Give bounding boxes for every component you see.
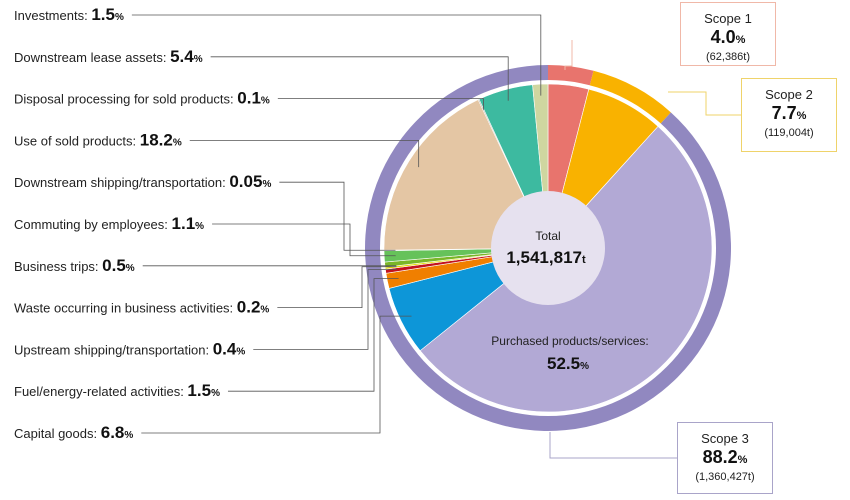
label-disposal-processing-for-sold-products: Disposal processing for sold products: 0… — [14, 89, 270, 108]
label-fuel-energy-related-activities: Fuel/energy-related activities: 1.5% — [14, 381, 220, 400]
leader-scope-1 — [564, 40, 573, 70]
scope1-value: 4.0% — [710, 27, 746, 47]
scope3-amount: (1,360,427t) — [695, 471, 755, 483]
leader-commuting-by-employees — [212, 223, 396, 257]
leader-upstream-shipping-transportation — [253, 269, 398, 350]
scope2-box: Scope 2 7.7% (119,004t) — [741, 78, 837, 152]
leader-use-of-sold-products — [189, 140, 420, 168]
label-commuting-by-employees: Commuting by employees: 1.1% — [14, 214, 204, 233]
center-total-circle — [491, 191, 605, 305]
leader-investments — [131, 14, 542, 96]
leader-scope-2 — [668, 91, 741, 116]
scope2-title: Scope 2 — [765, 87, 813, 102]
scope2-value: 7.7% — [771, 103, 807, 123]
leader-capital-goods — [141, 315, 412, 434]
label-investments: Investments: 1.5% — [14, 5, 124, 24]
leader-downstream-lease-assets — [210, 56, 509, 101]
purchased-label: Purchased products/services: — [491, 334, 648, 348]
scope1-title: Scope 1 — [704, 11, 752, 26]
scope3-value: 88.2% — [702, 447, 748, 467]
left-labels: Investments: 1.5% Downstream lease assets… — [14, 5, 271, 442]
label-business-trips: Business trips: 0.5% — [14, 256, 135, 275]
leader-lines — [131, 14, 741, 459]
leader-downstream-shipping-transportation — [279, 181, 396, 251]
scope1-amount: (62,386t) — [705, 51, 751, 63]
scope3-title: Scope 3 — [701, 431, 749, 446]
leader-fuel-energy-related-activities — [227, 278, 399, 392]
total-value: 1,541,817t — [506, 248, 586, 267]
label-downstream-shipping-transportation: Downstream shipping/transportation: 0.05… — [14, 172, 271, 191]
label-use-of-sold-products: Use of sold products: 18.2% — [14, 130, 182, 149]
label-waste-occurring-in-business-activities: Waste occurring in business activities: … — [14, 298, 269, 317]
purchased-value: 52.5% — [547, 354, 589, 373]
leader-scope-3 — [549, 432, 677, 459]
scope1-box: Scope 1 4.0% (62,386t) — [680, 2, 776, 66]
label-upstream-shipping-transportation: Upstream shipping/transportation: 0.4% — [14, 339, 245, 358]
label-capital-goods: Capital goods: 6.8% — [14, 423, 133, 442]
leader-waste-occurring-in-business-activities — [277, 266, 397, 308]
total-label: Total — [535, 229, 560, 243]
leader-disposal-processing-for-sold-products — [277, 98, 484, 110]
label-downstream-lease-assets: Downstream lease assets: 5.4% — [14, 47, 203, 66]
scope2-amount: (119,004t) — [764, 127, 814, 139]
scope3-box: Scope 3 88.2% (1,360,427t) — [677, 422, 773, 494]
